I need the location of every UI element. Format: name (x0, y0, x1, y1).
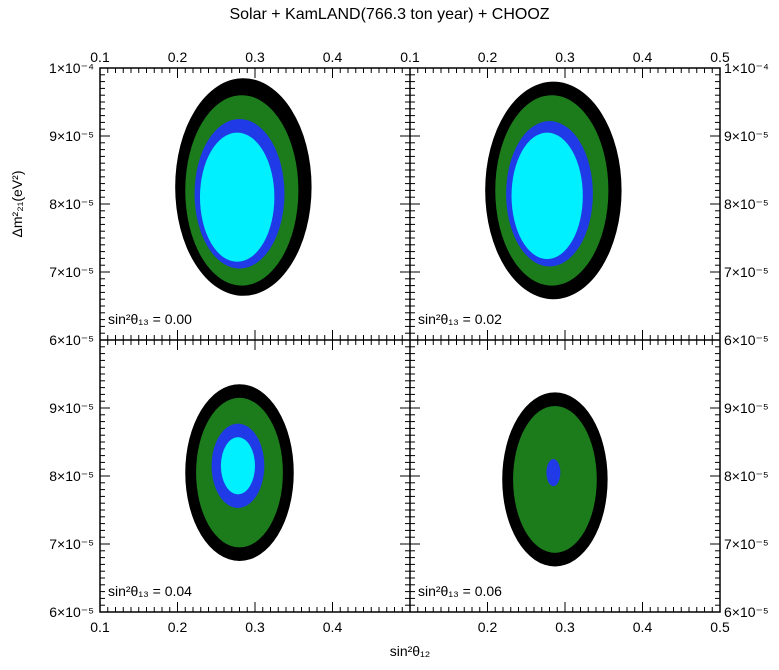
x-tick-label-top: 0.3 (245, 49, 265, 65)
panel-4-label: sin²θ₁₃ = 0.06 (418, 583, 502, 599)
panel-4-region-3 (546, 459, 561, 487)
x-tick-label-bottom: 0.1 (90, 619, 110, 635)
y-tick-label-right: 8×10⁻⁵ (724, 196, 769, 212)
x-tick-label-bottom: 0.3 (555, 619, 575, 635)
panel-1-label: sin²θ₁₃ = 0.00 (108, 311, 192, 327)
panel-3-label: sin²θ₁₃ = 0.04 (108, 583, 192, 599)
y-tick-label-right: 7×10⁻⁵ (724, 536, 769, 552)
x-tick-label-top: 0.4 (633, 49, 653, 65)
y-tick-label-right: 9×10⁻⁵ (724, 400, 769, 416)
y-tick-label-left: 7×10⁻⁵ (49, 536, 94, 552)
x-tick-label-bottom: 0.3 (245, 619, 265, 635)
y-axis-label: Δm²₂₁(eV²) (9, 171, 25, 238)
y-tick-label-right: 8×10⁻⁵ (724, 468, 769, 484)
y-tick-label-left: 9×10⁻⁵ (49, 128, 94, 144)
x-tick-label-top: 0.1 (90, 49, 110, 65)
x-tick-label-top: 0.5 (710, 49, 730, 65)
x-tick-label-bottom: 0.2 (168, 619, 188, 635)
y-tick-label-left: 6×10⁻⁵ (49, 332, 94, 348)
x-tick-label-top: 0.2 (168, 49, 188, 65)
x-tick-label-bottom: 0.2 (478, 619, 498, 635)
y-tick-label-left: 8×10⁻⁵ (49, 196, 94, 212)
panel-2-label: sin²θ₁₃ = 0.02 (418, 311, 502, 327)
panel-1-region-4 (199, 132, 275, 262)
y-tick-label-right: 6×10⁻⁵ (724, 332, 769, 348)
x-tick-label-bottom: 0.5 (710, 619, 730, 635)
x-tick-label-top: 0.4 (323, 49, 343, 65)
y-tick-label-left: 7×10⁻⁵ (49, 264, 94, 280)
x-tick-label-top: 0.1 (400, 49, 420, 65)
y-tick-label-right: 1×10⁻⁴ (724, 60, 769, 76)
x-tick-label-bottom: 0.4 (323, 619, 343, 635)
x-tick-label-top: 0.3 (555, 49, 575, 65)
y-tick-label-left: 9×10⁻⁵ (49, 400, 94, 416)
y-tick-label-right: 6×10⁻⁵ (724, 604, 769, 620)
x-axis-label: sin²θ₁₂ (390, 643, 431, 659)
panel-3-region-4 (220, 437, 255, 495)
y-tick-label-right: 9×10⁻⁵ (724, 128, 769, 144)
y-tick-label-left: 8×10⁻⁵ (49, 468, 94, 484)
x-tick-label-bottom: 0.4 (633, 619, 653, 635)
y-tick-label-right: 7×10⁻⁵ (724, 264, 769, 280)
y-tick-label-left: 6×10⁻⁵ (49, 604, 94, 620)
x-tick-label-top: 0.2 (478, 49, 498, 65)
panel-2-region-4 (511, 132, 583, 260)
y-tick-label-left: 1×10⁻⁴ (49, 60, 94, 76)
chart-title: Solar + KamLAND(766.3 ton year) + CHOOZ (229, 6, 550, 23)
